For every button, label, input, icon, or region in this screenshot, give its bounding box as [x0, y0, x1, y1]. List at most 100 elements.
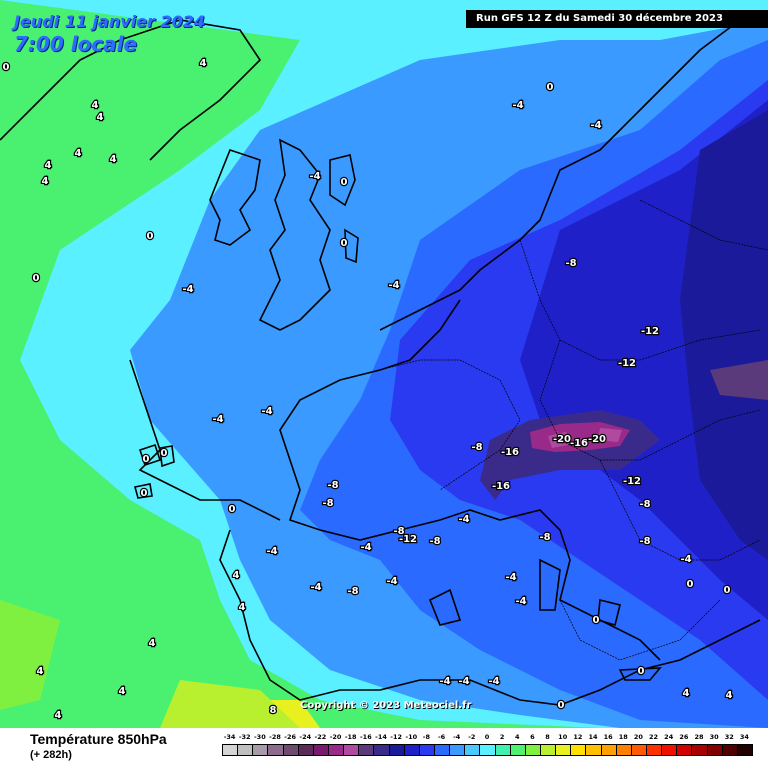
legend-label: 24 — [664, 733, 674, 741]
isotherm-label: 4 — [42, 176, 49, 187]
isotherm-label: 4 — [55, 710, 62, 721]
legend-swatch — [403, 744, 420, 756]
legend-label: 8 — [545, 733, 550, 741]
legend-label: 16 — [603, 733, 613, 741]
isotherm-label: -4 — [360, 542, 371, 553]
isotherm-label: -8 — [471, 442, 482, 453]
parameter-title: Température 850hPa — [30, 731, 167, 747]
zone-minus-12 — [680, 110, 768, 560]
isotherm-label: -4 — [388, 280, 399, 291]
isotherm-label: -16 — [570, 438, 588, 449]
legend-swatch — [373, 744, 390, 756]
legend-label: -6 — [437, 733, 446, 741]
legend-swatch — [691, 744, 708, 756]
zone-plus-6 — [160, 680, 300, 728]
isotherm-label: -4 — [680, 554, 691, 565]
legend-label: 32 — [724, 733, 734, 741]
copyright-text: Copyright © 2023 Meteociel.fr — [300, 700, 472, 711]
mediterranean-south — [219, 529, 761, 706]
isotherm-label: 0 — [141, 488, 148, 499]
isotherm-label: -12 — [623, 476, 641, 487]
legend-label: 2 — [499, 733, 505, 741]
isotherm-label: 0 — [147, 231, 154, 242]
isotherm-label: 4 — [233, 570, 240, 581]
isotherm-label: -4 — [310, 582, 321, 593]
legend-swatch — [676, 744, 693, 756]
legend-label: 14 — [588, 733, 598, 741]
legend-label: -18 — [344, 733, 357, 741]
legend-footer: Température 850hPa (+ 282h) -34 -32 -30 -28… — [0, 728, 768, 768]
border-5 — [559, 599, 721, 661]
isotherm-label: -8 — [565, 258, 576, 269]
legend-label: 18 — [618, 733, 628, 741]
legend-label: -20 — [329, 733, 342, 741]
isotherm-label: 0 — [143, 454, 150, 465]
shetland-island — [329, 154, 356, 207]
isotherm-label: 0 — [558, 700, 565, 711]
legend-label: 34 — [739, 733, 749, 741]
isotherm-label: 4 — [239, 602, 246, 613]
legend-swatch — [434, 744, 451, 756]
legend-swatch — [358, 744, 375, 756]
legend-label: 0 — [484, 733, 490, 741]
legend-swatch — [328, 744, 345, 756]
legend-swatch — [418, 744, 435, 756]
isotherm-label: 4 — [97, 112, 104, 123]
zone-minus-14-east — [710, 360, 768, 400]
legend-swatch — [736, 744, 753, 756]
isotherm-label: -8 — [393, 526, 404, 537]
isotherm-label: -12 — [618, 358, 636, 369]
model-run-banner: Run GFS 12 Z du Samedi 30 décembre 2023 — [466, 10, 768, 28]
isotherm-label: -4 — [458, 514, 469, 525]
legend-label: -4 — [453, 733, 461, 741]
isotherm-label: 0 — [341, 238, 348, 249]
isotherm-label: -8 — [347, 586, 358, 597]
legend-swatch — [585, 744, 602, 756]
legend-swatch — [630, 744, 647, 756]
zone-plus-6-west — [0, 600, 60, 710]
legend-swatch — [600, 744, 617, 756]
legend-label: 6 — [530, 733, 535, 741]
isotherm-label: 0 — [3, 62, 10, 73]
temperature-zones — [0, 0, 768, 728]
isotherm-label: -8 — [539, 532, 550, 543]
isotherm-label: -20 — [553, 434, 571, 445]
legend-swatch — [615, 744, 632, 756]
isotherm-label: -8 — [327, 480, 338, 491]
isotherm-label: 0 — [161, 448, 168, 459]
legend-swatch — [282, 744, 299, 756]
legend-swatch — [524, 744, 541, 756]
azores-island-3 — [134, 483, 153, 499]
isotherm-label: -8 — [639, 536, 650, 547]
balearic-coast — [428, 588, 462, 626]
isotherm-label: -16 — [492, 481, 510, 492]
isotherm-labels: 0 444444400-4-4000-4-4-4-8-12-12-4-40000-… — [1, 57, 733, 722]
legend-label: 26 — [679, 733, 689, 741]
isotherm-label: -4 — [488, 676, 499, 687]
sicily-coast — [597, 598, 621, 627]
legend-label: 28 — [694, 733, 704, 741]
azores-island-2 — [159, 445, 175, 468]
isotherm-label: 0 — [638, 666, 645, 677]
isotherm-label: -4 — [590, 120, 601, 131]
small-island — [344, 228, 359, 264]
isotherm-label: -4 — [515, 596, 526, 607]
ireland-coast — [209, 149, 261, 246]
continental-coast — [279, 299, 661, 661]
border-2 — [519, 239, 761, 361]
azores-island-1 — [138, 443, 162, 467]
isotherm-label: 0 — [687, 579, 694, 590]
isotherm-label: 4 — [683, 688, 690, 699]
north-sea-coast — [379, 19, 741, 331]
isotherm-label: -8 — [639, 499, 650, 510]
isotherm-label: 0 — [341, 177, 348, 188]
isotherm-label: -8 — [429, 536, 440, 547]
isotherm-label: -4 — [182, 284, 193, 295]
legend-swatch — [646, 744, 663, 756]
legend-swatch — [570, 744, 587, 756]
legend-swatch — [494, 744, 511, 756]
legend-swatch — [555, 744, 572, 756]
legend-swatch — [509, 744, 526, 756]
forecast-date: Jeudi 11 janvier 2024 — [14, 12, 205, 31]
